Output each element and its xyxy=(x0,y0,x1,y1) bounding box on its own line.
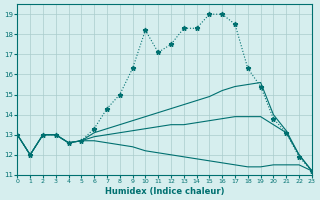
X-axis label: Humidex (Indice chaleur): Humidex (Indice chaleur) xyxy=(105,187,224,196)
